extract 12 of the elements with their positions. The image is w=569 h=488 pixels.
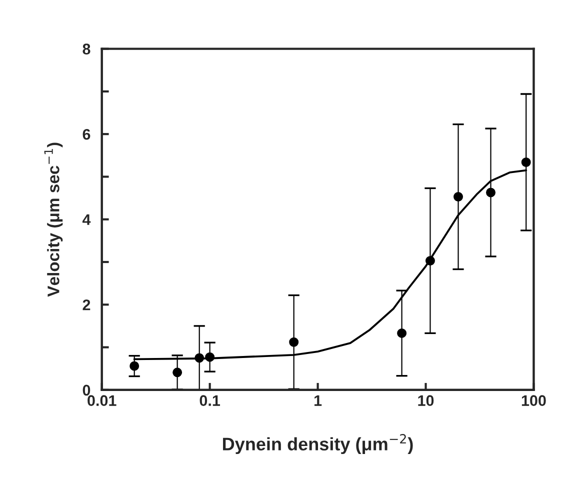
y-tick-label: 8 bbox=[82, 44, 90, 54]
x-axis-title: Dynein density (μm$^{−2}$) bbox=[223, 434, 413, 454]
x-tick-label: 0.1 bbox=[200, 395, 220, 406]
x-tick-label: 1 bbox=[314, 395, 322, 406]
x-tick-label: 10 bbox=[418, 395, 434, 406]
y-tick-label: 6 bbox=[82, 128, 90, 140]
y-axis-title: Velocity (μm sec$^{−1}$) bbox=[44, 142, 63, 297]
x-tick-label: 0.01 bbox=[88, 395, 116, 406]
y-tick-label: 0 bbox=[82, 384, 90, 396]
x-tick-label: 100 bbox=[522, 395, 546, 406]
y-tick-label: 2 bbox=[82, 300, 90, 310]
y-tick-label: 4 bbox=[82, 214, 91, 225]
